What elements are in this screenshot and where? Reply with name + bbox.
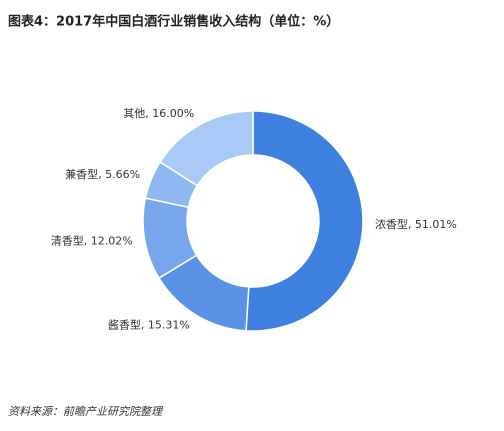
donut-slice	[245, 110, 364, 332]
data-label: 清香型, 12.02%	[51, 233, 133, 247]
data-label: 其他, 16.00%	[123, 107, 194, 120]
data-label: 浓香型, 51.01%	[375, 217, 457, 231]
chart-title: 图表4：2017年中国白酒行业销售收入结构（单位：%）	[8, 14, 339, 30]
data-label: 兼香型, 5.66%	[65, 167, 140, 181]
data-label: 酱香型, 15.31%	[108, 317, 190, 331]
donut-slice	[159, 110, 254, 187]
source-note: 资料来源：前瞻产业研究院整理	[8, 405, 164, 418]
